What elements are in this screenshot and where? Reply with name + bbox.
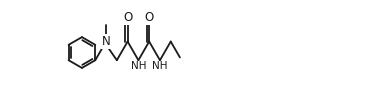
Text: O: O bbox=[145, 11, 154, 24]
Text: NH: NH bbox=[131, 61, 146, 71]
Text: N: N bbox=[102, 35, 110, 48]
Text: NH: NH bbox=[152, 61, 168, 71]
Text: O: O bbox=[123, 11, 132, 24]
